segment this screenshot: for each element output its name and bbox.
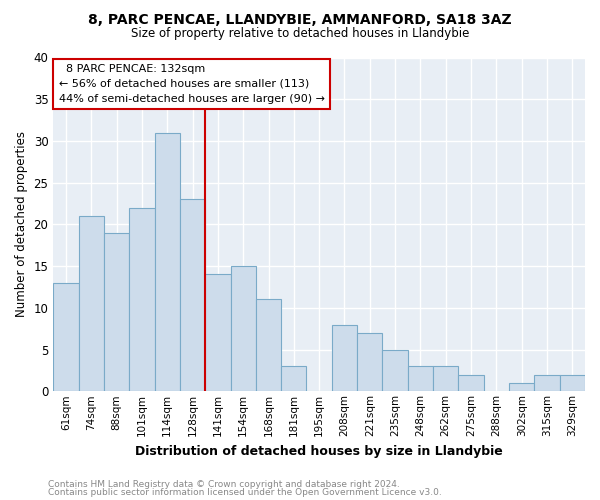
Bar — [509, 383, 535, 392]
Y-axis label: Number of detached properties: Number of detached properties — [15, 132, 28, 318]
Bar — [535, 374, 560, 392]
Bar — [433, 366, 458, 392]
Bar — [560, 374, 585, 392]
Bar — [256, 300, 281, 392]
Bar — [104, 232, 129, 392]
Bar — [458, 374, 484, 392]
Bar — [357, 333, 382, 392]
Bar — [382, 350, 408, 392]
Text: 8, PARC PENCAE, LLANDYBIE, AMMANFORD, SA18 3AZ: 8, PARC PENCAE, LLANDYBIE, AMMANFORD, SA… — [88, 12, 512, 26]
Bar — [205, 274, 230, 392]
Bar — [230, 266, 256, 392]
Bar — [53, 283, 79, 392]
Text: Size of property relative to detached houses in Llandybie: Size of property relative to detached ho… — [131, 28, 469, 40]
X-axis label: Distribution of detached houses by size in Llandybie: Distribution of detached houses by size … — [135, 444, 503, 458]
Bar — [155, 132, 180, 392]
Bar — [180, 200, 205, 392]
Bar — [281, 366, 307, 392]
Bar — [79, 216, 104, 392]
Bar — [408, 366, 433, 392]
Text: Contains HM Land Registry data © Crown copyright and database right 2024.: Contains HM Land Registry data © Crown c… — [48, 480, 400, 489]
Text: 8 PARC PENCAE: 132sqm
← 56% of detached houses are smaller (113)
44% of semi-det: 8 PARC PENCAE: 132sqm ← 56% of detached … — [59, 64, 325, 104]
Bar — [129, 208, 155, 392]
Text: Contains public sector information licensed under the Open Government Licence v3: Contains public sector information licen… — [48, 488, 442, 497]
Bar — [332, 324, 357, 392]
